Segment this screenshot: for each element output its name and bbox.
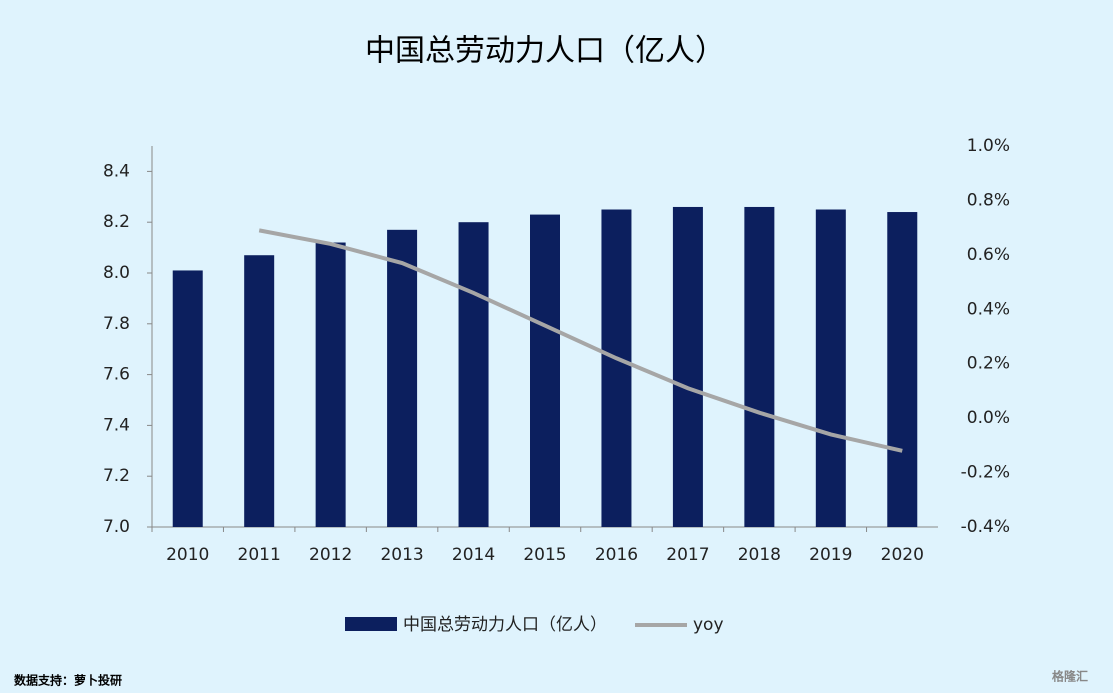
y2-tick-label: -0.4%: [961, 517, 1010, 537]
bar: [244, 255, 275, 527]
x-tick-label: 2017: [666, 545, 709, 565]
bar: [672, 206, 703, 527]
x-tick-label: 2019: [809, 545, 852, 565]
legend-swatch: [345, 617, 397, 631]
bar: [172, 270, 203, 527]
y-tick-label: 7.2: [103, 466, 130, 486]
line: [258, 228, 903, 453]
y2-tick-label: 0.4%: [967, 299, 1010, 319]
x-tick-label: 2010: [166, 545, 209, 565]
x-tick-label: 2014: [452, 545, 495, 565]
bar: [458, 222, 489, 527]
chart-title: 中国总劳动力人口（亿人）: [365, 34, 725, 69]
bar: [387, 229, 418, 527]
y2-tick-label: 0.0%: [967, 408, 1010, 428]
bar: [601, 209, 632, 527]
y2-tick-label: 0.6%: [967, 245, 1010, 265]
x-tick-label: 2018: [738, 545, 781, 565]
y-tick-label: 8.2: [103, 212, 130, 232]
x-tick-label: 2012: [309, 545, 352, 565]
y2-tick-label: 1.0%: [967, 136, 1010, 156]
y-tick-label: 7.6: [103, 365, 130, 385]
bar: [744, 206, 775, 527]
x-tick-label: 2020: [881, 545, 924, 565]
legend-label: yoy: [693, 615, 724, 635]
y2-tick-label: -0.2%: [961, 463, 1010, 483]
y-tick-label: 8.0: [103, 263, 130, 283]
bar: [887, 212, 918, 528]
bar: [815, 209, 846, 527]
x-tick-label: 2015: [523, 545, 566, 565]
y-tick-label: 7.0: [103, 517, 130, 537]
y2-tick-label: 0.2%: [967, 354, 1010, 374]
source-note: 数据支持：萝卜投研: [14, 673, 122, 688]
y-tick-label: 7.8: [103, 314, 130, 334]
y-tick-label: 7.4: [103, 415, 130, 435]
x-tick-label: 2011: [238, 545, 281, 565]
bar: [315, 242, 346, 527]
legend-label: 中国总劳动力人口（亿人）: [403, 615, 607, 635]
x-tick-label: 2016: [595, 545, 638, 565]
bar: [530, 214, 560, 527]
y-tick-label: 8.4: [103, 161, 130, 181]
y2-tick-label: 0.8%: [967, 190, 1010, 210]
watermark: 格隆汇: [1052, 669, 1088, 684]
x-tick-label: 2013: [380, 545, 423, 565]
